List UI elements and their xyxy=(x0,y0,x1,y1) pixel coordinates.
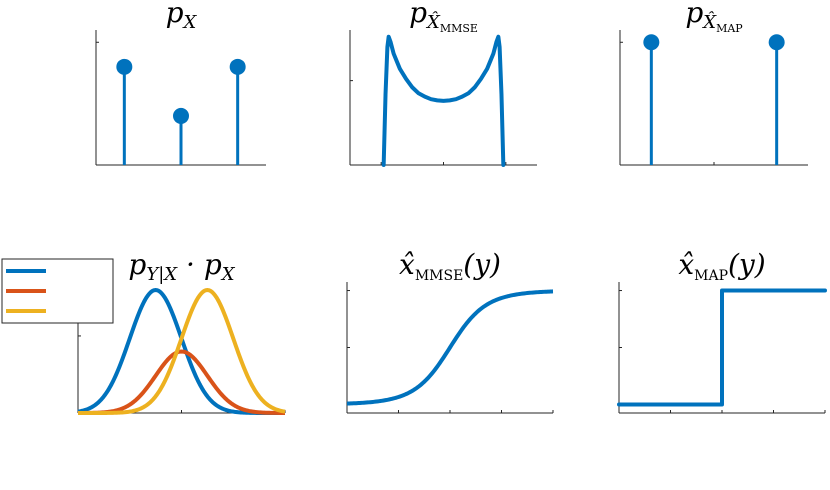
chart-xhat_MAP: x̂MAP(y) xyxy=(617,248,827,414)
chart-likelihood: pY|X · pX xyxy=(1,248,286,415)
series-line-3 xyxy=(77,288,286,415)
chart-xhat_MMSE: x̂MMSE(y) xyxy=(346,248,554,414)
stem-marker xyxy=(173,107,189,124)
chart-title: pX̂MMSE xyxy=(409,0,478,35)
chart-title: pY|X · pX xyxy=(128,248,235,285)
chart-title: x̂MMSE(y) xyxy=(399,248,501,284)
chart-title: x̂MAP(y) xyxy=(678,248,765,284)
stem-marker xyxy=(116,58,133,75)
series-line xyxy=(617,288,827,407)
mmse-curve xyxy=(346,289,554,406)
legend xyxy=(1,258,114,324)
series-line-2 xyxy=(77,349,286,415)
chart-p_Xhat_MMSE: pX̂MMSE xyxy=(349,0,537,167)
chart-title: pX̂MAP xyxy=(685,0,743,35)
series-line xyxy=(381,34,506,167)
stem-marker xyxy=(768,34,785,51)
chart-p_Xhat_MAP: pX̂MAP xyxy=(619,0,808,166)
chart-title: pX xyxy=(166,0,198,33)
stem-marker xyxy=(229,58,246,75)
chart-p_X: pX xyxy=(95,0,266,166)
stem-marker xyxy=(643,34,660,51)
